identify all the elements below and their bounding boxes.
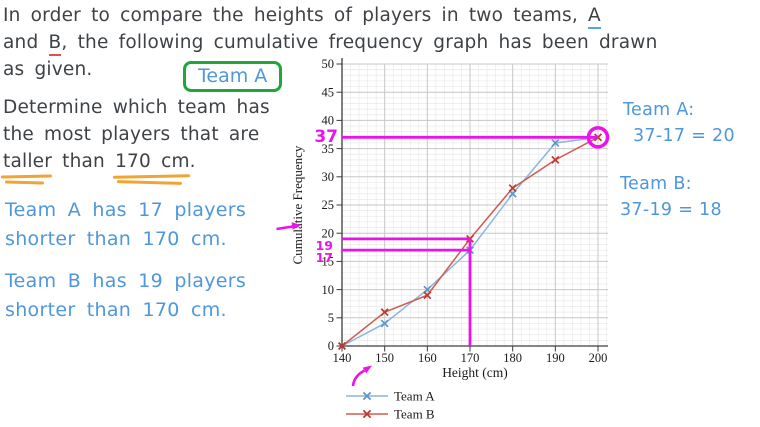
y-tick-label: 45 [322,85,335,99]
annotation-value-19: 19 [315,238,333,253]
series-team-a [337,133,603,351]
y-tick-label: 30 [322,170,335,184]
solution-team-b: Team B: 37-19 = 18 [620,174,722,220]
x-tick-label: 140 [333,351,352,365]
underlined-170cm: 170 cm [115,148,190,175]
team-a-letter: A [588,5,601,29]
grid-major [341,63,608,347]
arrow-left-icon [276,225,293,231]
note-team-a: Team A has 17 players shorter than 170 c… [5,199,247,250]
y-tick-label: 25 [322,198,335,212]
magenta-annotations [342,126,610,346]
problem-line-2: and B, the following cumulative frequenc… [3,29,759,56]
y-tick-label: 5 [328,311,334,325]
problem-line-3: as given. [3,59,93,80]
solution-team-a: Team A: 37-17 = 20 [623,100,735,146]
x-tick-label: 190 [546,351,565,365]
annotation-value-17: 17 [315,250,333,265]
series-team-b [337,133,603,351]
legend-label-team-a: Team A [394,389,435,404]
legend: Team A Team B [346,389,435,422]
team-b-letter: B [48,32,62,56]
x-tick-label: 200 [589,351,608,365]
answer-box-label: Team A [198,65,268,87]
circled-point [586,126,610,149]
y-tick-label: 40 [322,114,335,128]
arrow-bottom-icon [351,369,366,387]
x-tick-label: 150 [375,351,394,365]
legend-label-team-b: Team B [394,407,435,422]
x-tick-label: 160 [418,351,437,365]
y-tick-label: 10 [322,283,335,297]
x-tick-label: 170 [461,351,480,365]
grid-minor [342,64,608,346]
annotation-value-37: 37 [314,127,338,147]
problem-line-1: In order to compare the heights of playe… [3,2,759,29]
y-tick-label: 0 [328,339,334,353]
problem-statement: In order to compare the heights of playe… [3,2,759,83]
underlined-taller: taller [3,148,52,175]
note-team-b: Team B has 19 players shorter than 170 c… [5,270,247,321]
question-text: Determine which team has the most player… [3,94,313,175]
x-axis-title: Height (cm) [442,365,508,380]
answer-box: Team A [183,61,283,92]
x-tick-label: 180 [503,351,522,365]
